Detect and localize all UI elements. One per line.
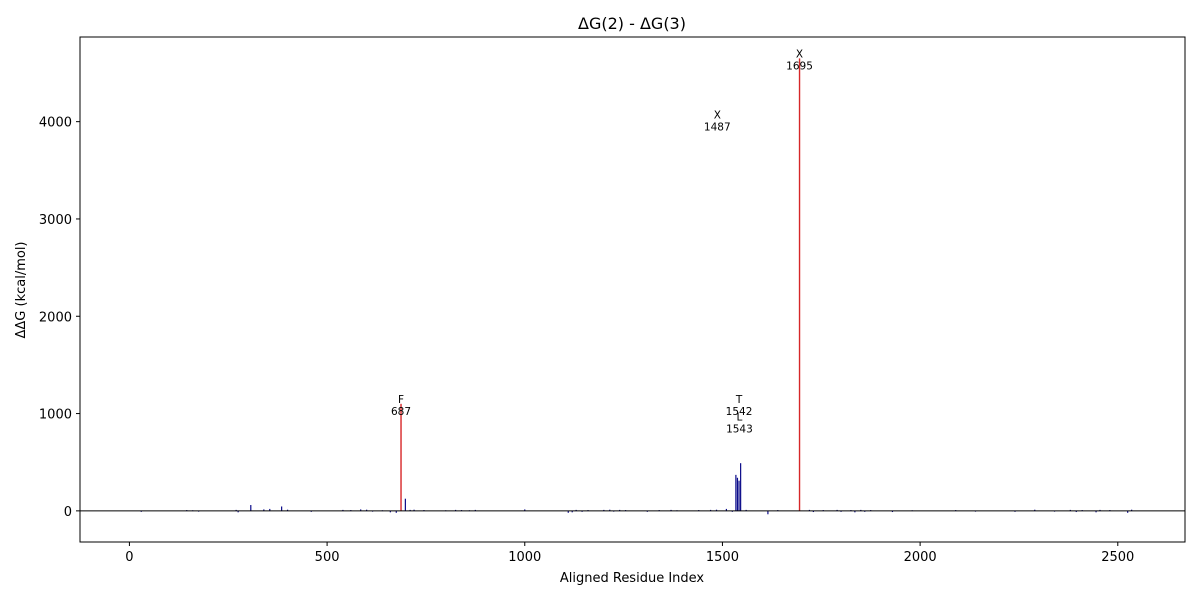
bar: [1095, 510, 1097, 513]
y-axis-label: ΔΔG (kcal/mol): [14, 242, 29, 339]
bar: [767, 510, 769, 515]
bar: [715, 509, 718, 511]
y-tick-label: 3000: [39, 213, 72, 228]
bar: [725, 508, 727, 511]
x-axis-ticks: 0 500 1000 1500 2000 2500: [125, 542, 1134, 565]
bar: [281, 506, 283, 511]
bar: [735, 474, 737, 511]
y-tick-label: 2000: [39, 310, 72, 325]
annotation-residue: X: [714, 110, 721, 122]
bar: [738, 480, 740, 511]
bar: [567, 510, 569, 513]
bar: [250, 505, 252, 511]
y-tick-label: 4000: [39, 116, 72, 131]
bar: [237, 510, 239, 513]
bar: [404, 498, 406, 511]
bar: [389, 510, 391, 513]
bar: [736, 477, 739, 511]
bar: [366, 509, 368, 511]
bar: [263, 509, 265, 511]
y-axis-ticks: 0 1000 2000 3000 4000: [39, 116, 80, 520]
bar: [854, 510, 856, 513]
annotation-index: 1487: [704, 122, 731, 134]
bar: [524, 509, 526, 511]
bars-layer: [80, 58, 1185, 515]
x-tick-label: 1000: [508, 550, 541, 565]
annotation-residue: F: [398, 394, 404, 406]
y-tick-label: 0: [64, 505, 72, 520]
bar: [812, 510, 814, 513]
annotation-index: 1543: [726, 423, 753, 435]
bar: [571, 510, 573, 513]
bar: [1131, 509, 1133, 511]
y-tick-label: 1000: [39, 408, 72, 423]
annotation-residue: T: [735, 394, 743, 406]
x-tick-label: 1500: [706, 550, 739, 565]
bar: [891, 510, 894, 513]
annotation-index: 687: [391, 406, 411, 418]
x-axis-label: Aligned Residue Index: [560, 571, 705, 586]
chart-title: ΔG(2) - ΔG(3): [578, 14, 686, 33]
annotation-residue: L: [737, 411, 743, 423]
bar: [413, 509, 415, 511]
x-tick-label: 0: [125, 550, 133, 565]
bar: [740, 463, 742, 511]
annotation-index: 1542: [726, 406, 753, 418]
x-tick-label: 500: [315, 550, 340, 565]
highlighted-bar: [798, 58, 801, 511]
x-tick-label: 2000: [904, 550, 937, 565]
bar: [1034, 509, 1036, 511]
bar: [360, 509, 362, 511]
bar: [609, 509, 611, 511]
bar: [1075, 510, 1077, 513]
bar: [269, 508, 271, 511]
plot-area-frame: [79, 36, 1186, 543]
highlighted-bar: [400, 403, 402, 511]
bar: [1127, 510, 1129, 513]
annotation-index: 1695: [786, 60, 813, 72]
x-tick-label: 2500: [1101, 550, 1134, 565]
bar: [286, 509, 289, 511]
annotation-residue: X: [796, 48, 803, 60]
bar: [395, 510, 397, 513]
